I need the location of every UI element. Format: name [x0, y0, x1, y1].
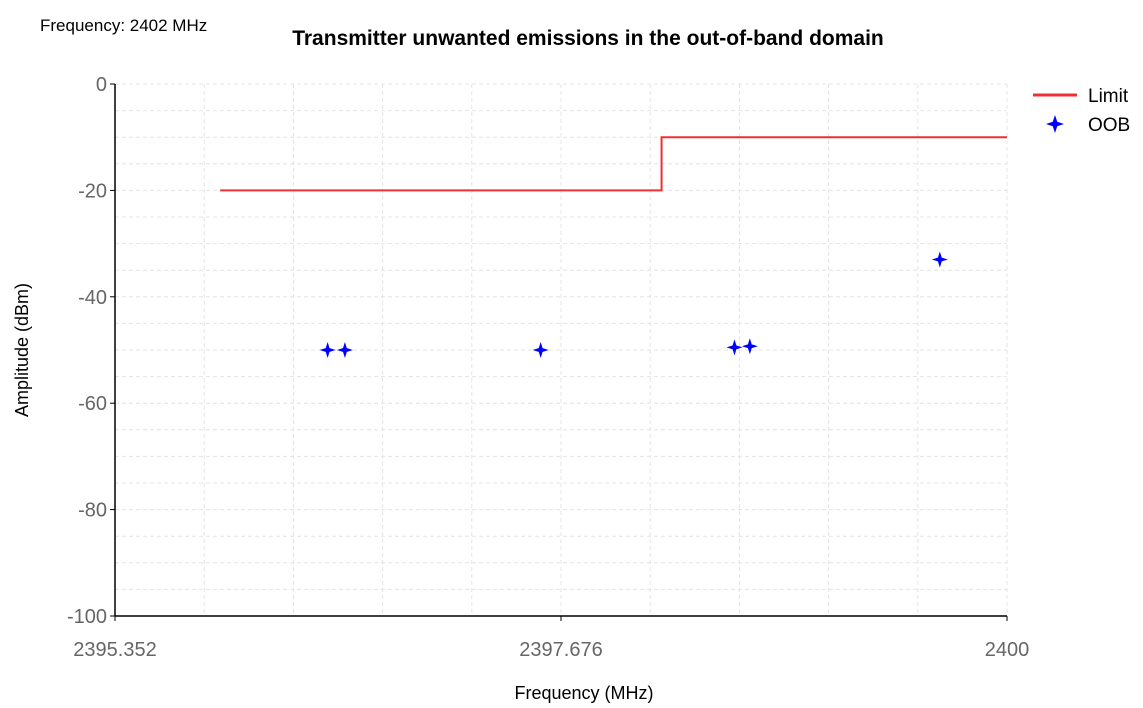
x-tick-label: 2397.676 — [519, 639, 602, 661]
y-tick-label: -40 — [78, 287, 107, 309]
y-tick-label: 0 — [96, 74, 107, 96]
x-tick-label: 2400 — [985, 639, 1030, 661]
y-tick-label: -60 — [78, 393, 107, 415]
oob-point — [931, 251, 948, 268]
oob-point — [741, 338, 758, 355]
legend-oob-label: OOB — [1088, 115, 1130, 136]
legend-limit-label: Limit — [1088, 86, 1129, 107]
legend-oob-marker — [1046, 115, 1064, 133]
y-axis-label: Amplitude (dBm) — [12, 283, 32, 417]
legend: Limit OOB — [1033, 86, 1130, 136]
oob-point — [532, 342, 549, 358]
x-axis-label: Frequency (MHz) — [514, 683, 653, 703]
x-tick-label: 2395.352 — [73, 639, 156, 661]
limit-line — [220, 136, 1007, 192]
y-tick-labels: 0 -20 -40 -60 -80 -100 — [67, 74, 115, 628]
grid — [115, 83, 1008, 616]
oob-point — [726, 339, 743, 356]
y-tick-label: -80 — [78, 500, 107, 522]
frequency-label: Frequency: 2402 MHz — [40, 16, 208, 35]
x-tick-labels: 2395.352 2397.676 2400 — [73, 616, 1029, 661]
series-layer — [220, 136, 1007, 358]
oob-point — [319, 342, 336, 358]
chart-title: Transmitter unwanted emissions in the ou… — [292, 27, 884, 50]
y-tick-label: -100 — [67, 606, 107, 628]
oob-point — [336, 342, 353, 358]
y-tick-label: -20 — [78, 180, 107, 202]
